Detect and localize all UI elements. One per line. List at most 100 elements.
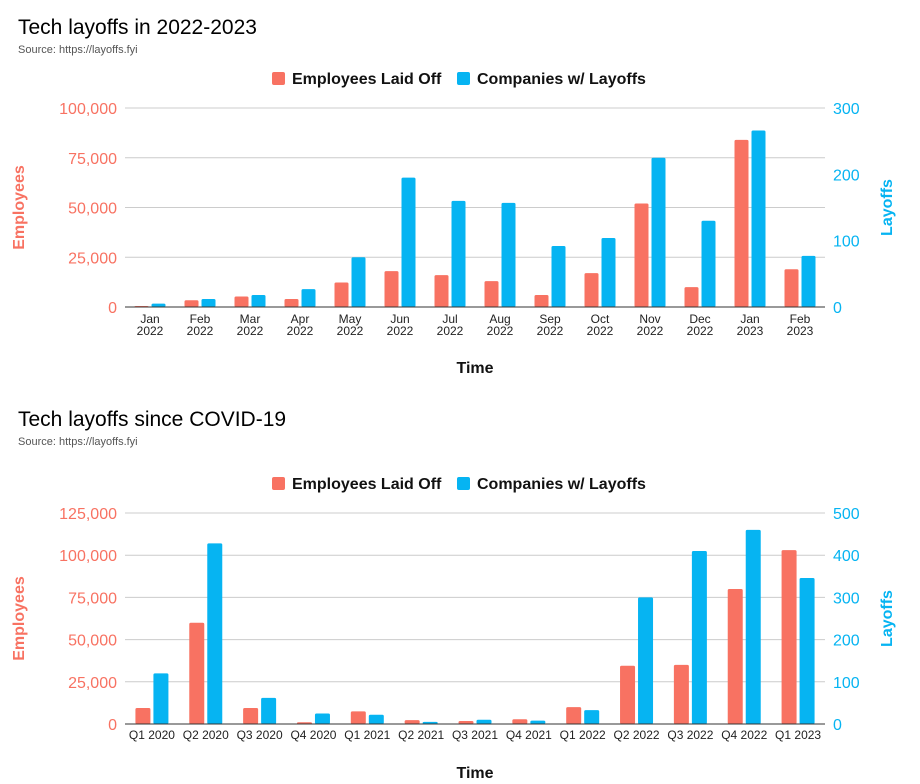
bar-companies-with-layoffs [151, 303, 166, 307]
x-tick-label: 2022 [337, 324, 364, 338]
y-tick-label: 50,000 [68, 633, 117, 650]
bar-employees-laid-off [189, 622, 205, 724]
bar-employees-laid-off [484, 281, 499, 307]
bar-companies-with-layoffs [691, 550, 707, 724]
bar-companies-with-layoffs [701, 220, 716, 307]
x-tick-label: Jun [390, 312, 409, 326]
legend-swatch-employees [272, 477, 285, 490]
bar-companies-with-layoffs [301, 289, 316, 307]
bar-companies-with-layoffs [651, 157, 666, 307]
bar-employees-laid-off [620, 665, 636, 724]
y2-tick-label: 300 [833, 590, 860, 607]
x-tick-label: Sep [539, 312, 561, 326]
x-tick-label: May [339, 312, 362, 326]
chart-title: Tech layoffs since COVID-19 [18, 408, 287, 431]
bar-chart-svg: 0 25,000 50,000 75,000 100,000 125,000 0 100 200… [11, 476, 896, 782]
chart-panel-layoffs-since-covid: Tech layoffs since COVID-19 Source: http… [0, 392, 920, 784]
x-tick-label: 2022 [587, 324, 614, 338]
x-tick-label: Mar [240, 312, 261, 326]
bar-companies-with-layoffs [751, 130, 766, 307]
bar-employees-laid-off [584, 273, 599, 307]
bar-companies-with-layoffs [401, 177, 416, 307]
bar-companies-with-layoffs [476, 719, 492, 724]
y2-tick-label: 200 [833, 167, 860, 184]
bar-companies-with-layoffs [530, 720, 546, 724]
y-tick-label: 75,000 [68, 151, 117, 168]
bar-chart-svg: 025,00050,00075,000100,0000100200300Jan2… [11, 71, 896, 377]
bar-employees-laid-off [734, 139, 749, 307]
y-tick-label: 25,000 [68, 250, 117, 267]
bar-employees-laid-off [566, 707, 582, 724]
bar-companies-with-layoffs [551, 245, 566, 307]
bar-companies-with-layoffs [422, 721, 438, 724]
x-tick-label: 2022 [487, 324, 514, 338]
y2-axis-title: Layoffs [879, 179, 896, 236]
y2-tick-label: 0 [833, 300, 842, 317]
x-tick-label: Dec [689, 312, 710, 326]
legend-label-employees: Employees Laid Off [292, 71, 442, 88]
x-tick-label: 2022 [537, 324, 564, 338]
y-tick-label: 50,000 [68, 201, 117, 218]
x-tick-label: Q2 2021 [398, 728, 444, 742]
bar-employees-laid-off [384, 271, 399, 307]
y-axis-title: Employees [11, 165, 28, 250]
bar-employees-laid-off [184, 300, 199, 307]
x-tick-label: Q2 2022 [614, 728, 660, 742]
y-tick-label: 125,000 [59, 506, 117, 523]
y2-tick-label: 200 [833, 633, 860, 650]
x-tick-label: Q3 2021 [452, 728, 498, 742]
x-tick-label: 2022 [237, 324, 264, 338]
x-tick-label: Feb [790, 312, 811, 326]
legend-swatch-employees [272, 72, 285, 85]
x-tick-label: 2022 [387, 324, 414, 338]
bar-employees-laid-off [234, 296, 249, 307]
y2-tick-label: 300 [833, 101, 860, 118]
y-tick-label: 0 [108, 300, 117, 317]
x-tick-label: 2023 [787, 324, 814, 338]
bar-employees-laid-off [534, 295, 549, 307]
bar-employees-laid-off [458, 720, 474, 724]
bar-employees-laid-off [684, 287, 699, 307]
bar-employees-laid-off [512, 719, 528, 724]
x-tick-label: Q4 2021 [506, 728, 552, 742]
chart-source: Source: https://layoffs.fyi [18, 436, 138, 448]
legend-swatch-companies [457, 72, 470, 85]
y2-tick-label: 100 [833, 234, 860, 251]
bar-companies-with-layoffs [501, 202, 516, 307]
bar-companies-with-layoffs [799, 577, 815, 724]
bar-companies-with-layoffs [451, 200, 466, 307]
x-axis-title: Time [456, 765, 493, 782]
bar-companies-with-layoffs [745, 529, 761, 724]
x-tick-label: 2022 [137, 324, 164, 338]
x-tick-label: Q3 2020 [237, 728, 283, 742]
x-tick-label: Q1 2020 [129, 728, 175, 742]
bar-employees-laid-off [243, 707, 259, 724]
bar-employees-laid-off [135, 707, 151, 724]
x-tick-label: Q1 2021 [344, 728, 390, 742]
x-tick-label: 2022 [687, 324, 714, 338]
bar-companies-with-layoffs [251, 295, 266, 307]
bar-companies-with-layoffs [351, 257, 366, 307]
bar-companies-with-layoffs [207, 543, 223, 724]
bar-companies-with-layoffs [368, 714, 384, 724]
legend-label-employees: Employees Laid Off [292, 476, 442, 493]
y-tick-label: 0 [108, 717, 117, 734]
bar-companies-with-layoffs [584, 710, 600, 724]
legend-label-companies: Companies w/ Layoffs [477, 476, 646, 493]
bar-employees-laid-off [404, 720, 420, 724]
y2-axis-title: Layoffs [879, 590, 896, 647]
x-tick-label: Jul [442, 312, 457, 326]
x-tick-label: Jan [740, 312, 759, 326]
bar-companies-with-layoffs [201, 299, 216, 307]
x-axis-title: Time [456, 360, 493, 377]
bar-companies-with-layoffs [314, 713, 330, 724]
x-tick-label: Aug [489, 312, 510, 326]
x-tick-label: Q2 2020 [183, 728, 229, 742]
y-axis-title: Employees [11, 576, 28, 661]
x-tick-label: 2022 [287, 324, 314, 338]
bar-employees-laid-off [284, 299, 299, 307]
bar-employees-laid-off [781, 550, 797, 724]
y-tick-label: 100,000 [59, 548, 117, 565]
bar-employees-laid-off [350, 711, 366, 724]
x-tick-label: Q1 2022 [560, 728, 606, 742]
